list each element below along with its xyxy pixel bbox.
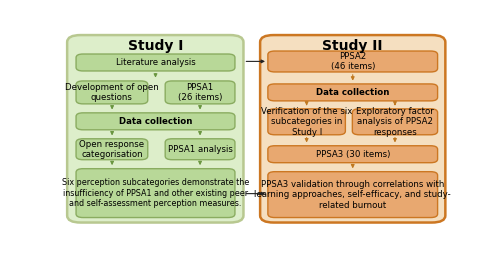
FancyBboxPatch shape [67,35,244,222]
Text: Open response
categorisation: Open response categorisation [80,140,144,159]
Text: PPSA1
(26 items): PPSA1 (26 items) [178,83,222,102]
Text: PPSA3 (30 items): PPSA3 (30 items) [316,150,390,159]
FancyBboxPatch shape [76,54,235,71]
FancyBboxPatch shape [165,81,235,104]
FancyBboxPatch shape [268,109,345,135]
FancyBboxPatch shape [268,146,438,163]
FancyBboxPatch shape [165,139,235,160]
FancyBboxPatch shape [76,113,235,130]
Text: Literature analysis: Literature analysis [116,58,196,67]
FancyBboxPatch shape [76,81,148,104]
FancyBboxPatch shape [352,109,438,135]
Text: Development of open
questions: Development of open questions [65,83,159,102]
FancyBboxPatch shape [76,169,235,218]
Text: Verification of the six
subcategories in
Study I: Verification of the six subcategories in… [261,107,352,137]
FancyBboxPatch shape [76,139,148,160]
Text: Study I: Study I [128,39,183,53]
Text: Study II: Study II [322,39,383,53]
Text: PPSA1 analysis: PPSA1 analysis [168,145,232,154]
Text: Data collection: Data collection [119,117,192,126]
FancyBboxPatch shape [268,84,438,101]
Text: Exploratory factor
analysis of PPSA2
responses: Exploratory factor analysis of PPSA2 res… [356,107,434,137]
FancyBboxPatch shape [268,51,438,72]
Text: PPSA3 validation through correlations with
learning approaches, self-efficacy, a: PPSA3 validation through correlations wi… [254,180,451,210]
Text: PPSA2
(46 items): PPSA2 (46 items) [330,52,375,71]
FancyBboxPatch shape [268,172,438,218]
Text: Six perception subcategories demonstrate the
insufficiency of PPSA1 and other ex: Six perception subcategories demonstrate… [62,178,249,208]
Text: Data collection: Data collection [316,88,390,97]
FancyBboxPatch shape [260,35,446,222]
